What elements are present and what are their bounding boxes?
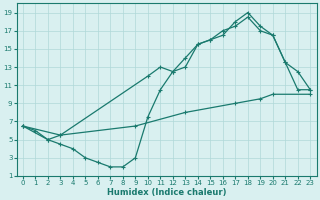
X-axis label: Humidex (Indice chaleur): Humidex (Indice chaleur) <box>107 188 226 197</box>
